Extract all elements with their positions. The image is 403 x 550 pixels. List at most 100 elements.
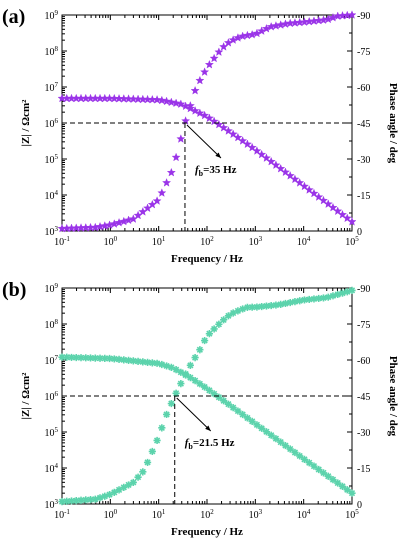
y-left-tick-label: 106 [45, 117, 59, 130]
impedance-marker [342, 213, 352, 223]
phase-marker [72, 496, 80, 505]
impedance-marker [248, 417, 256, 426]
phase-marker [191, 353, 199, 362]
y-left-axis-label: |Z| / Ωcm² [20, 372, 32, 420]
impedance-marker [129, 357, 137, 365]
phase-marker [139, 468, 147, 476]
phase-marker [190, 85, 200, 95]
phase-marker [210, 325, 218, 333]
phase-marker [105, 491, 114, 499]
y-right-tick-label: -60 [357, 356, 370, 367]
phase-marker [281, 299, 290, 308]
x-tick-label: 103 [249, 508, 263, 521]
phase-marker [248, 303, 256, 311]
phase-marker [209, 53, 219, 63]
phase-marker [319, 294, 328, 302]
phase-marker [196, 346, 204, 354]
impedance-marker [176, 99, 186, 109]
phase-marker [176, 134, 186, 143]
y-right-tick-label: 0 [357, 500, 362, 511]
impedance-marker [233, 132, 243, 142]
x-tick-label: 104 [297, 235, 311, 248]
y-left-tick-label: 107 [45, 354, 59, 367]
impedance-marker [224, 400, 232, 408]
y-left-tick-label: 109 [45, 9, 59, 22]
impedance-marker [153, 359, 161, 367]
phase-marker [157, 188, 167, 197]
fb-arrow-line [176, 397, 212, 432]
phase-marker [124, 481, 133, 489]
impedance-marker [247, 142, 257, 152]
phase-marker [291, 298, 299, 306]
impedance-marker [262, 428, 271, 436]
impedance-marker [190, 106, 200, 115]
impedance-marker [333, 206, 343, 216]
y-left-tick-label: 109 [45, 282, 59, 295]
x-tick-label: 10-1 [54, 508, 70, 521]
phase-marker [162, 178, 172, 187]
impedance-marker [77, 354, 85, 362]
phase-marker [195, 75, 205, 85]
y-right-tick-label: -75 [357, 47, 370, 58]
phase-marker [258, 302, 266, 311]
impedance-marker [158, 360, 166, 369]
impedance-marker [223, 126, 233, 135]
phase-marker [162, 410, 171, 419]
impedance-marker [238, 136, 248, 145]
impedance-marker [152, 95, 162, 104]
impedance-marker [337, 209, 348, 219]
impedance-marker [101, 354, 109, 362]
phase-marker [172, 389, 180, 397]
impedance-marker [186, 374, 194, 382]
phase-marker [82, 496, 90, 504]
y-left-tick-label: 104 [45, 462, 59, 475]
x-tick-label: 102 [200, 235, 214, 248]
y-right-tick-label: 0 [357, 227, 362, 238]
x-tick-label: 101 [152, 235, 166, 248]
y-left-tick-label: 107 [45, 81, 59, 94]
phase-marker [201, 336, 209, 345]
y-right-tick-label: -90 [357, 11, 370, 22]
impedance-marker [280, 167, 290, 177]
y-right-tick-label: -60 [357, 83, 370, 94]
phase-marker [171, 152, 181, 162]
y-right-tick-label: -15 [357, 191, 370, 202]
panel-label: (b) [2, 279, 26, 301]
phase-marker [134, 473, 142, 481]
impedance-marker [172, 366, 180, 374]
phase-marker [267, 301, 275, 310]
phase-marker [334, 290, 342, 299]
impedance-marker [239, 410, 247, 419]
impedance-marker [110, 355, 118, 363]
phase-marker [200, 67, 210, 76]
phase-marker [67, 497, 76, 505]
impedance-marker [276, 163, 286, 173]
phase-marker [129, 478, 137, 487]
impedance-marker [201, 383, 209, 391]
y-left-tick-label: 104 [45, 189, 59, 202]
phase-marker [110, 488, 118, 496]
impedance-marker [134, 357, 142, 365]
y-right-tick-label: -45 [357, 392, 370, 403]
phase-marker [220, 316, 228, 324]
impedance-marker [258, 424, 266, 432]
phase-marker [204, 59, 214, 69]
impedance-marker [67, 353, 76, 362]
impedance-marker [295, 178, 305, 187]
y-right-tick-label: -30 [357, 155, 370, 166]
x-tick-label: 104 [297, 508, 311, 521]
impedance-marker [115, 355, 123, 364]
phase-marker [286, 298, 294, 307]
chart-panel-a: 10-1 100 101 102 103 104 105 103 104 105 106 107 108… [2, 6, 399, 265]
impedance-marker [205, 386, 213, 394]
impedance-marker [63, 353, 71, 361]
phase-marker [234, 307, 242, 315]
x-tick-label: 101 [152, 508, 166, 521]
phase-marker [120, 483, 128, 491]
fb-annotation-symbol: f [195, 164, 200, 176]
fb-annotation-subscript: b [199, 169, 204, 178]
impedance-marker [139, 358, 147, 366]
impedance-marker [58, 353, 66, 361]
phase-marker [324, 293, 332, 301]
phase-marker [253, 303, 261, 311]
